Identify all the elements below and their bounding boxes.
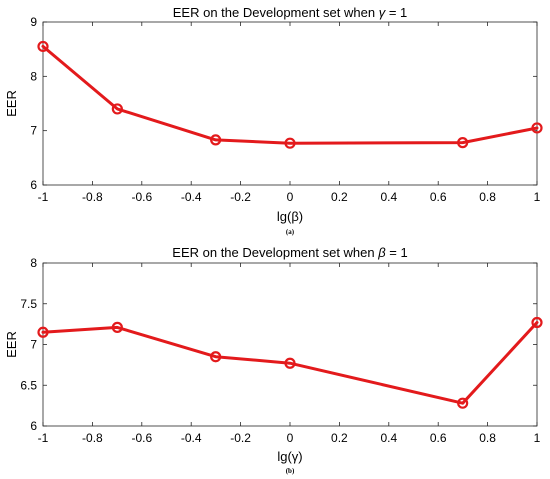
x-tick-label: -0.6 — [131, 431, 152, 445]
data-point — [531, 122, 543, 134]
chart-title-symbol: β — [377, 245, 386, 260]
y-axis-label: EER — [4, 331, 19, 358]
y-tick-label: 6.5 — [20, 378, 37, 392]
data-point — [37, 326, 49, 338]
chart-panel-b: -1 -0.8 -0.6 -0.4 -0.2 0 0.2 0.4 0.6 0.8 1 6 6.5 7 7.5… — [4, 245, 543, 475]
x-tick-label: 0.2 — [331, 190, 348, 204]
chart-title-text: EER on the Development set when — [173, 5, 379, 20]
x-axis-label: lg(γ) — [277, 449, 302, 464]
x-tick-label: 0.8 — [479, 431, 496, 445]
chart-title: EER on the Development set when γ = 1 — [173, 5, 408, 20]
x-tick-label: 0.2 — [331, 431, 348, 445]
x-tick-label: 1 — [534, 431, 541, 445]
data-point — [457, 397, 469, 409]
data-point — [210, 134, 222, 146]
chart-title-symbol: γ — [379, 5, 387, 20]
data-point — [531, 316, 543, 329]
data-point — [457, 137, 469, 149]
x-tick-label: -0.8 — [82, 431, 103, 445]
x-tick-label: -0.6 — [131, 190, 152, 204]
y-tick-label: 7 — [30, 338, 37, 352]
x-tick-label: -0.8 — [82, 190, 103, 204]
subfigure-label: (b) — [286, 467, 295, 475]
x-tick-label: 0.4 — [380, 190, 397, 204]
chart-title-text: EER on the Development set when — [172, 245, 378, 260]
chart-panel-a: -1 -0.8 -0.6 -0.4 -0.2 0 0.2 0.4 0.6 0.8 1 6 7 8 9 EER … — [4, 5, 543, 236]
x-tick-label: -0.2 — [230, 431, 251, 445]
x-tick-label: 0.6 — [430, 190, 447, 204]
x-tick-label: 0.4 — [380, 431, 397, 445]
y-axis-label: EER — [4, 90, 19, 117]
x-axis-label-symbol: γ — [292, 449, 299, 464]
x-axis-label-prefix: lg( — [277, 449, 292, 464]
y-tick-label: 8 — [30, 69, 37, 83]
subfigure-label: (a) — [286, 228, 295, 236]
data-point — [37, 40, 49, 53]
x-axis-label-symbol: β — [291, 209, 298, 224]
data-point — [284, 137, 296, 149]
x-axis-label: lg(β) — [277, 209, 303, 224]
x-axis-label-suffix: ) — [298, 449, 302, 464]
y-tick-label: 9 — [30, 15, 37, 29]
axes-box — [42, 21, 538, 186]
chart-title-suffix: = 1 — [386, 245, 408, 260]
x-tick-label: 0 — [287, 190, 294, 204]
x-tick-label: 0 — [287, 431, 294, 445]
x-tick-label: 0.6 — [430, 431, 447, 445]
x-tick-label: -0.2 — [230, 190, 251, 204]
y-tick-label: 8 — [30, 256, 37, 270]
x-tick-label: 1 — [534, 190, 541, 204]
x-tick-label: 0.8 — [479, 190, 496, 204]
y-tick-label: 6 — [30, 178, 37, 192]
x-tick-label: -1 — [38, 431, 49, 445]
data-point — [111, 103, 123, 115]
y-tick-label: 7.5 — [20, 297, 37, 311]
chart-title-suffix: = 1 — [385, 5, 407, 20]
x-tick-label: -0.4 — [181, 190, 202, 204]
series-line — [41, 321, 539, 405]
series-line — [41, 44, 539, 145]
y-tick-label: 6 — [30, 419, 37, 433]
x-axis-label-suffix: ) — [299, 209, 303, 224]
x-axis-label-prefix: lg( — [277, 209, 292, 224]
data-point — [210, 351, 222, 363]
x-tick-label: -0.4 — [181, 431, 202, 445]
x-tick-label: -1 — [38, 190, 49, 204]
chart-title: EER on the Development set when β = 1 — [172, 245, 407, 260]
data-point — [111, 321, 123, 333]
data-point — [284, 357, 296, 369]
y-tick-label: 7 — [30, 124, 37, 138]
